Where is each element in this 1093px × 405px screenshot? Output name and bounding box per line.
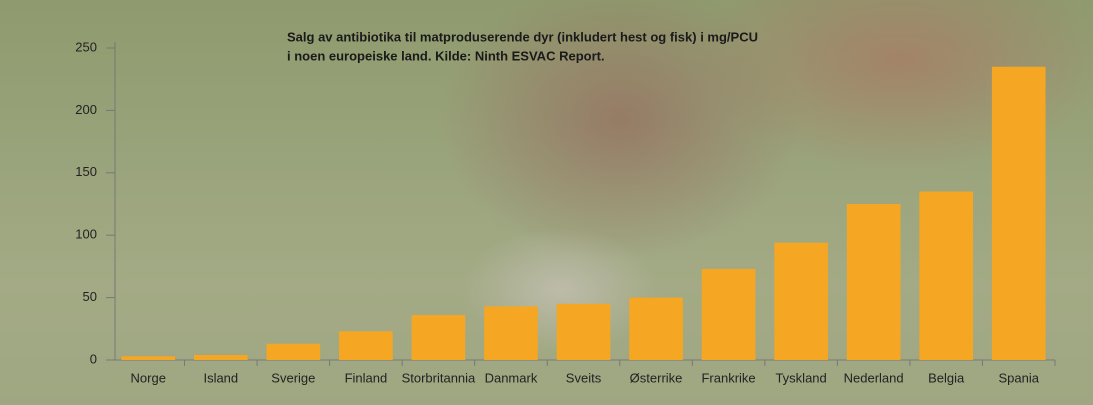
bar [484,306,538,360]
chart-title: i noen europeiske land. Kilde: Ninth ESV… [287,48,605,63]
y-tick-label: 50 [83,289,97,304]
x-tick-label: Danmark [485,370,538,385]
x-tick-label: Frankrike [701,370,755,385]
bar [629,297,683,360]
bar [339,331,393,360]
y-tick-label: 100 [75,227,97,242]
y-tick-label: 250 [75,39,97,54]
x-tick-label: Tyskland [775,370,826,385]
x-tick-label: Østerrike [630,370,683,385]
x-tick-label: Norge [131,370,166,385]
x-tick-label: Belgia [928,370,965,385]
bar [846,204,901,360]
bar [121,356,176,360]
bar [556,303,611,360]
chart-title: Salg av antibiotika til matproduserende … [287,29,758,44]
x-tick-label: Sverige [271,370,315,385]
y-tick-label: 150 [75,164,97,179]
x-tick-label: Sveits [566,370,602,385]
x-tick-label: Spania [998,370,1039,385]
x-tick-label: Finland [345,370,388,385]
y-tick-label: 200 [75,102,97,117]
bar [701,268,756,360]
bar [266,343,321,360]
bar [193,355,248,360]
y-tick-label: 0 [90,351,97,366]
x-tick-label: Storbritannia [402,370,476,385]
x-tick-label: Island [203,370,238,385]
bar [411,315,466,360]
bar [919,191,974,360]
x-tick-label: Nederland [844,370,904,385]
bar [991,66,1046,360]
bar [774,242,828,360]
